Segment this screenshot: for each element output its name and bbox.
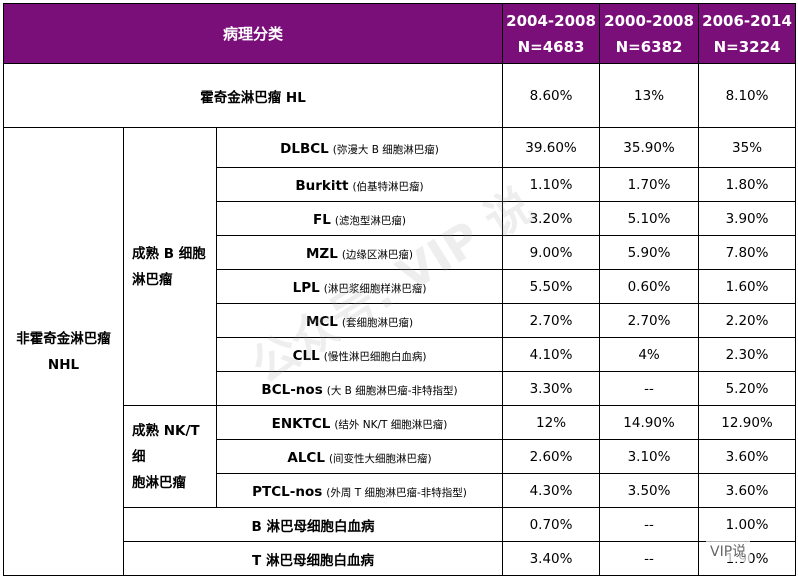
table-row: LPL (淋巴浆细胞样淋巴瘤) 5.50% 0.60% 1.60%: [4, 269, 797, 304]
cell: 8.60%: [502, 63, 601, 128]
table-row: ALCL (间变性大细胞淋巴瘤) 2.60% 3.10% 3.60%: [4, 439, 797, 474]
header-col-1: 2004-2008 N=4683: [502, 3, 601, 64]
cell: 5.90%: [599, 235, 700, 270]
table-row: FL (滤泡型淋巴瘤) 3.20% 5.10% 3.90%: [4, 201, 797, 236]
table-row: 非霍奇金淋巴瘤 NHL 成熟 B 细胞 淋巴瘤 DLBCL (弥漫大 B 细胞淋巴瘤)…: [3, 127, 797, 576]
cell: 9.00%: [502, 235, 601, 270]
b-group-label: 成熟 B 细胞 淋巴瘤: [123, 127, 217, 406]
table-row: 成熟 NK/T 细胞淋巴瘤 ENKTCL (结外 NK/T 细胞淋巴瘤) 12% …: [4, 405, 797, 508]
cell: 5.10%: [599, 201, 700, 236]
table-row: PTCL-nos (外周 T 细胞淋巴瘤-非特指型) 4.30% 3.50% 3.…: [4, 473, 797, 508]
cell: 2.70%: [599, 303, 700, 338]
subtype-label: CLL (慢性淋巴细胞白血病): [215, 337, 504, 372]
header-category: 病理分类: [2, 3, 504, 64]
subtype-label: DLBCL (弥漫大 B 细胞淋巴瘤): [215, 127, 504, 168]
cell: 13%: [599, 63, 700, 128]
lymphoma-classification-table: 病理分类 2004-2008 N=4683 2000-2008 N=6382 200…: [2, 3, 797, 576]
leukemia-label: T 淋巴母细胞白血病: [122, 541, 504, 576]
cell: 12.90%: [698, 405, 797, 440]
hl-label: 霍奇金淋巴瘤 HL: [2, 63, 504, 128]
leukemia-label: B 淋巴母细胞白血病: [122, 507, 504, 542]
cell: 8.10%: [698, 63, 797, 128]
cell: --: [599, 371, 700, 406]
cell: 3.60%: [698, 473, 797, 508]
cell: 3.10%: [599, 439, 700, 474]
cell: 4.30%: [502, 473, 601, 508]
hl-row: 霍奇金淋巴瘤 HL 8.60% 13% 8.10%: [2, 63, 797, 128]
cell: 3.20%: [502, 201, 601, 236]
table-row: B 淋巴母细胞白血病 0.70% -- 1.00%: [4, 507, 797, 542]
cell: 14.90%: [599, 405, 700, 440]
cell: 1.80%: [698, 167, 797, 202]
header-row: 病理分类 2004-2008 N=4683 2000-2008 N=6382 200…: [2, 3, 797, 64]
table-row: T 淋巴母细胞白血病 3.40% -- 1.90%: [4, 541, 797, 576]
table-row: Burkitt (伯基特淋巴瘤) 1.10% 1.70% 1.80%: [4, 167, 797, 202]
cell: 3.40%: [502, 541, 601, 576]
cell: 35%: [698, 127, 797, 168]
cell: 3.30%: [502, 371, 601, 406]
cell: 0.60%: [599, 269, 700, 304]
cell: 1.00%: [698, 507, 797, 542]
cell: 0.70%: [502, 507, 601, 542]
cell: 5.50%: [502, 269, 601, 304]
cell: 4.10%: [502, 337, 601, 372]
subtype-label: FL (滤泡型淋巴瘤): [215, 201, 504, 236]
nhl-label: 非霍奇金淋巴瘤 NHL: [3, 127, 124, 576]
cell: 3.90%: [698, 201, 797, 236]
table-row: BCL-nos (大 B 细胞淋巴瘤-非特指型) 3.30% -- 5.20%: [4, 371, 797, 406]
cell: 5.20%: [698, 371, 797, 406]
header-col-2: 2000-2008 N=6382: [599, 3, 700, 64]
subtype-label: LPL (淋巴浆细胞样淋巴瘤): [215, 269, 504, 304]
cell: 1.70%: [599, 167, 700, 202]
cell: --: [599, 541, 700, 576]
cell: 35.90%: [599, 127, 700, 168]
t-group-label: 成熟 NK/T 细胞淋巴瘤: [123, 405, 217, 508]
cell: 3.60%: [698, 439, 797, 474]
table-row: MZL (边缘区淋巴瘤) 9.00% 5.90% 7.80%: [4, 235, 797, 270]
cell: 2.70%: [502, 303, 601, 338]
cell: 3.50%: [599, 473, 700, 508]
subtype-label: PTCL-nos (外周 T 细胞淋巴瘤-非特指型): [215, 473, 504, 508]
subtype-label: Burkitt (伯基特淋巴瘤): [215, 167, 504, 202]
subtype-label: MZL (边缘区淋巴瘤): [215, 235, 504, 270]
subtype-label: ENKTCL (结外 NK/T 细胞淋巴瘤): [215, 405, 504, 440]
cell: --: [599, 507, 700, 542]
cell: 4%: [599, 337, 700, 372]
cell: 2.20%: [698, 303, 797, 338]
header-col-3: 2006-2014 N=3224: [698, 3, 797, 64]
cell: 39.60%: [502, 127, 601, 168]
cell: 12%: [502, 405, 601, 440]
cell: 1.60%: [698, 269, 797, 304]
cell: 7.80%: [698, 235, 797, 270]
cell: 2.60%: [502, 439, 601, 474]
cell: 2.30%: [698, 337, 797, 372]
subtype-label: ALCL (间变性大细胞淋巴瘤): [215, 439, 504, 474]
cell: 1.90%: [698, 541, 797, 576]
subtype-label: BCL-nos (大 B 细胞淋巴瘤-非特指型): [215, 371, 504, 406]
cell: 1.10%: [502, 167, 601, 202]
subtype-label: MCL (套细胞淋巴瘤): [215, 303, 504, 338]
